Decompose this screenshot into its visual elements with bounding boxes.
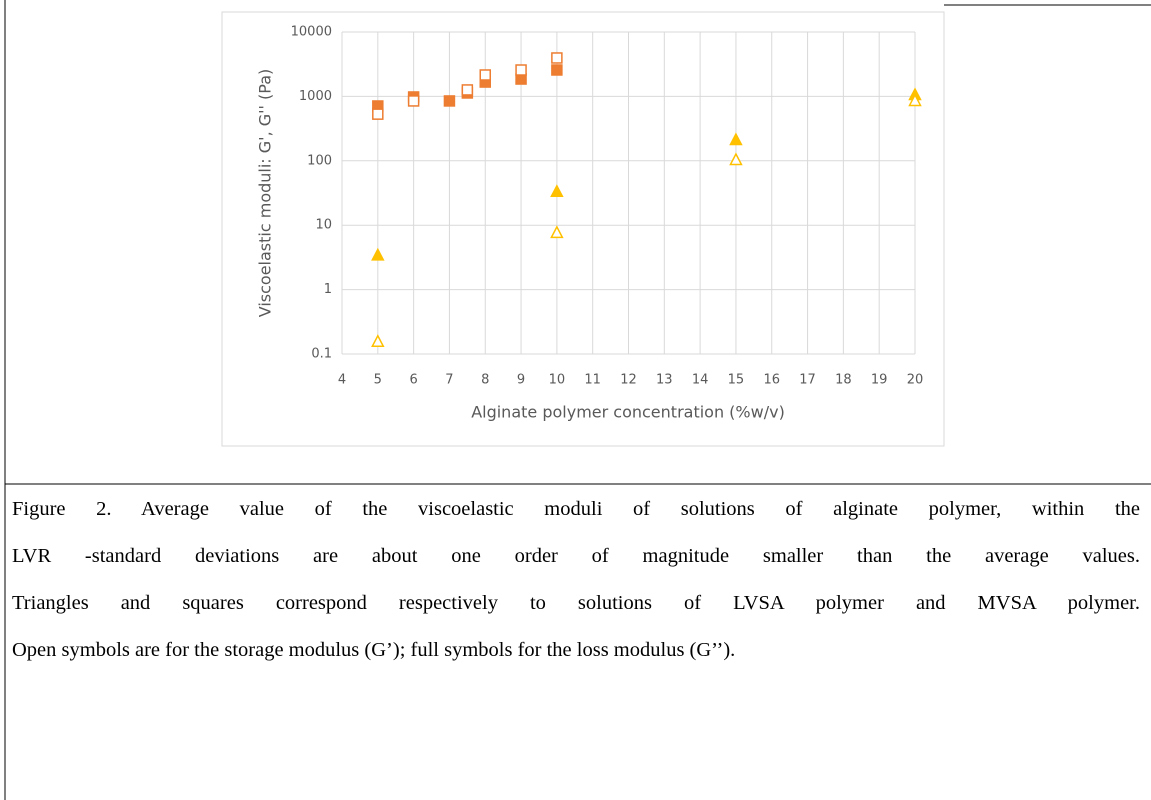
- caption-line: Figure 2. Average value of the viscoelas…: [12, 498, 1140, 520]
- y-tick-label: 100: [307, 153, 332, 168]
- y-axis-label: Viscoelastic moduli: G', G'' (Pa): [256, 69, 275, 318]
- y-tick-label: 0.1: [311, 347, 332, 362]
- square-marker: [551, 64, 563, 76]
- x-tick-label: 19: [871, 373, 888, 388]
- y-tick-label: 1000: [299, 89, 332, 104]
- x-tick-label: 5: [374, 373, 382, 388]
- square-marker: [479, 69, 491, 81]
- y-tick-label: 1: [324, 282, 332, 297]
- x-tick-label: 10: [549, 373, 566, 388]
- triangle-marker: [550, 184, 564, 198]
- x-tick-label: 6: [409, 373, 417, 388]
- y-tick-label: 10: [315, 218, 332, 233]
- x-tick-label: 20: [907, 373, 924, 388]
- triangle-marker: [729, 152, 743, 166]
- x-tick-label: 17: [799, 373, 816, 388]
- triangle-marker: [371, 334, 385, 347]
- x-tick-label: 4: [338, 373, 346, 388]
- x-tick-label: 12: [620, 373, 637, 388]
- triangle-marker: [550, 225, 564, 239]
- caption-line: LVR -standard deviations are about one o…: [12, 545, 1140, 567]
- x-tick-label: 13: [656, 373, 673, 388]
- y-tick-label: 10000: [291, 25, 332, 40]
- caption: Figure 2. Average value of the viscoelas…: [12, 486, 1140, 674]
- triangle-marker: [729, 132, 743, 146]
- square-marker: [443, 95, 456, 107]
- x-tick-label: 8: [481, 373, 489, 388]
- triangle-marker: [371, 247, 385, 261]
- x-tick-label: 7: [445, 373, 453, 388]
- caption-line: Triangles and squares correspond respect…: [12, 592, 1140, 614]
- square-marker: [372, 108, 384, 120]
- square-marker: [551, 52, 563, 64]
- x-tick-label: 15: [728, 373, 745, 388]
- square-marker: [515, 64, 527, 76]
- x-tick-label: 16: [763, 373, 780, 388]
- square-marker: [407, 95, 420, 107]
- caption-line: Open symbols are for the storage modulus…: [12, 639, 736, 661]
- square-marker: [461, 84, 474, 96]
- x-tick-label: 9: [517, 373, 525, 388]
- x-axis-label: Alginate polymer concentration (%w/v): [471, 403, 785, 422]
- x-tick-label: 11: [584, 373, 601, 388]
- x-tick-label: 18: [835, 373, 852, 388]
- x-tick-label: 14: [692, 373, 709, 388]
- triangle-marker: [908, 93, 922, 107]
